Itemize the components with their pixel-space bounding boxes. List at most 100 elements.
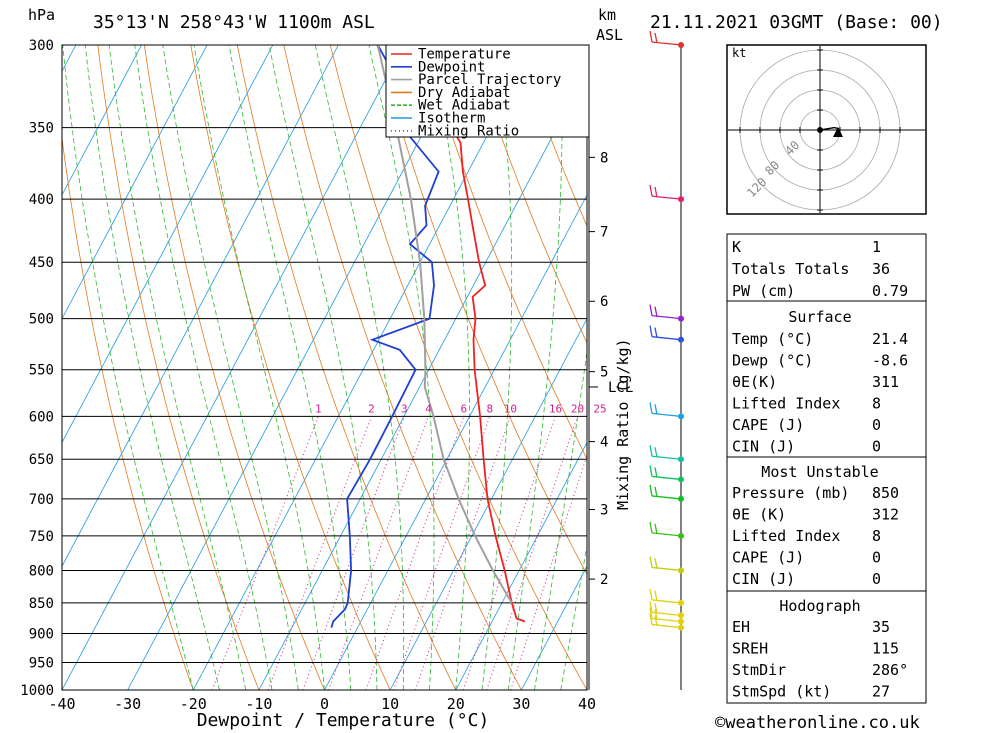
wind-barb-flag — [654, 523, 658, 535]
mixing-ratio-label: 2 — [368, 402, 375, 415]
mixing-ratio-line — [365, 416, 465, 690]
wind-barb-flag — [654, 590, 658, 602]
wind-barb-flag — [654, 558, 658, 569]
temperature-tick-labels: -40 -30 -20 -10 0 10 20 30 40 — [48, 695, 596, 713]
temperature-tick-label: 20 — [447, 695, 465, 713]
dry-adiabat-line — [283, 45, 522, 690]
table-row-value: 21.4 — [872, 330, 908, 348]
mixing-ratio-label: 3 — [401, 402, 408, 415]
km-tick-label: 6 — [600, 294, 608, 310]
table-row-label: θE(K) — [732, 373, 777, 391]
isotherm-line — [62, 45, 208, 320]
table-row-value: 27 — [872, 683, 890, 701]
wind-barb-flag — [649, 484, 653, 497]
km-unit-label: km — [598, 6, 616, 24]
wind-barb-flag — [654, 447, 658, 458]
wind-barb-column — [649, 30, 684, 690]
temperature-tick-label: -40 — [48, 695, 75, 713]
wind-barb-flag — [649, 30, 653, 43]
surface-box — [726, 300, 927, 458]
isotherm-line — [62, 45, 405, 690]
isotherm-line — [455, 441, 587, 690]
wind-barb-flag — [654, 32, 658, 44]
wind-barb-flag — [654, 467, 658, 478]
table-row-label: Lifted Index — [732, 395, 840, 413]
wind-barb-dot — [678, 612, 684, 619]
wind-barb-flag — [649, 601, 653, 613]
mixing-ratio-label: 8 — [486, 402, 493, 415]
mixing-ratio-label: 1 — [315, 402, 322, 415]
dry-adiabat-line — [516, 45, 587, 227]
isotherm-line — [62, 45, 142, 196]
isotherm-line — [127, 45, 470, 690]
pressure-tick-label: 900 — [29, 627, 54, 643]
temperature-tick-label: 0 — [320, 695, 329, 713]
isotherm-line — [192, 45, 536, 690]
pressure-tick-label: 700 — [29, 492, 54, 508]
dry-adiabat-line — [190, 45, 391, 690]
pressure-tick-label: 750 — [29, 529, 54, 545]
table-row-label: StmDir — [732, 661, 786, 679]
temperature-tick-label: 30 — [512, 695, 530, 713]
dry-adiabat-line — [423, 45, 587, 460]
wind-barb-flag — [654, 615, 658, 626]
table-row-value: 0 — [872, 570, 881, 588]
pressure-tick-label: 800 — [29, 563, 54, 579]
table-row-label: Totals Totals — [732, 260, 849, 278]
wet-adiabat-line — [62, 45, 194, 690]
wind-barb-dot — [678, 624, 684, 631]
table-row-value: 1 — [872, 238, 881, 256]
mixing-ratio-line — [267, 416, 372, 690]
legend-label: Temperature — [418, 47, 511, 63]
hodograph-origin — [817, 127, 823, 133]
table-row-label: PW (cm) — [732, 282, 795, 300]
table-row-value: 850 — [872, 484, 899, 502]
wind-barb-dot — [678, 599, 684, 606]
wind-barb-flag — [654, 603, 658, 614]
temperature-tick-label: 40 — [578, 695, 596, 713]
temperature-tick-label: -30 — [114, 695, 141, 713]
wet-adiabat-line — [429, 45, 471, 690]
mixing-ratio-line — [510, 453, 587, 690]
km-tick-label: 5 — [600, 365, 608, 381]
mixing-ratio-labels: 1 2 3 4 6 8 10 16 20 25 — [315, 402, 607, 415]
wind-barb-dot — [678, 196, 684, 203]
pressure-unit-label: hPa — [28, 6, 55, 24]
wet-adiabat-line — [193, 45, 325, 690]
pressure-tick-label: 950 — [29, 656, 54, 672]
table-row-value: 35 — [872, 618, 890, 636]
mixing-ratio-label: 10 — [504, 402, 517, 415]
wind-barb-flag — [649, 556, 653, 568]
table-row-value: 286° — [872, 661, 908, 679]
mixing-ratio-axis-title: Mixing Ratio (g/kg) — [614, 338, 632, 510]
wind-barb-flag — [649, 607, 653, 619]
location-title: 35°13'N 258°43'W 1100m ASL — [93, 12, 375, 33]
indices-box — [726, 233, 927, 302]
wet-adiabat-line — [314, 45, 405, 690]
table-row-label: EH — [732, 618, 750, 636]
wind-barb-flag — [649, 304, 653, 316]
km-tick-label: 7 — [600, 225, 608, 241]
pressure-tick-label: 350 — [29, 121, 54, 137]
table-row-value: 0.79 — [872, 282, 908, 300]
table-row-value: 311 — [872, 373, 899, 391]
isotherm-line — [389, 317, 587, 690]
profile-parcel-trajectory — [376, 45, 513, 604]
hodograph-table-heading: Hodograph — [779, 597, 860, 615]
table-row-value: 0 — [872, 549, 881, 567]
legend-label: Isotherm — [418, 111, 485, 127]
km-tick-label: 3 — [600, 503, 608, 519]
table-row-value: 0 — [872, 416, 881, 434]
mixing-ratio-label: 6 — [461, 402, 468, 415]
pressure-tick-labels: 300 350 400 450 500 550 600 650 700 750 800 850 900 9… — [20, 38, 54, 699]
wind-barb-dot — [678, 476, 684, 483]
wet-adiabat-line — [84, 45, 220, 690]
hodograph-unit-label: kt — [732, 46, 746, 60]
temperature-tick-label: -20 — [180, 695, 207, 713]
km-tick-label: 4 — [600, 435, 608, 451]
mixing-ratio-line — [393, 416, 491, 690]
table-row-label: Dewp (°C) — [732, 352, 813, 370]
footer-copyright: ©weatheronline.co.uk — [715, 713, 920, 733]
